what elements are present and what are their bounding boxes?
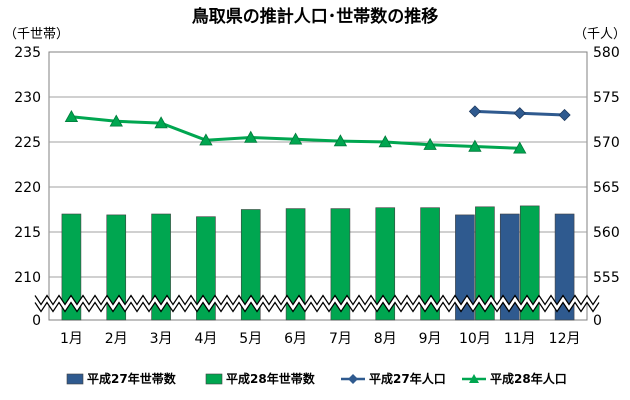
point-平成28年人口	[288, 132, 303, 145]
point-平成28年人口	[423, 137, 437, 150]
right-axis-ticks: 580 575 570 565 560 555 0	[593, 45, 620, 329]
bar-平成28年世帯数	[285, 208, 306, 321]
right-tick-label: 565	[593, 180, 620, 196]
point-平成28年人口	[468, 139, 482, 152]
legend-label: 平成28年世帯数	[226, 371, 316, 386]
legend-label: 平成27年人口	[369, 371, 446, 386]
legend-label: 平成28年人口	[490, 371, 567, 386]
point-平成28年人口	[513, 141, 527, 154]
bar-平成27年世帯数	[554, 213, 575, 321]
axis-break	[34, 294, 600, 313]
bar-平成28年世帯数	[196, 216, 216, 321]
legend-marker	[469, 374, 479, 383]
bar-平成28年世帯数	[475, 206, 495, 321]
x-tick-label: 5月	[239, 331, 262, 347]
bar-平成28年世帯数	[330, 208, 351, 321]
bar-series	[61, 205, 575, 321]
x-tick-label: 9月	[419, 331, 442, 347]
bar-平成28年世帯数	[375, 207, 396, 321]
left-tick-label: 230	[14, 90, 41, 106]
point-平成27年人口	[468, 105, 481, 118]
x-axis-ticks: 1月 2月 3月 4月 5月 6月 7月 8月 9月 10月 11月 12月	[60, 331, 581, 347]
x-tick-label: 7月	[329, 331, 352, 347]
x-tick-label: 11月	[504, 331, 536, 347]
x-tick-label: 8月	[374, 331, 397, 347]
x-tick-label: 1月	[60, 331, 83, 347]
axis-break-line-top	[34, 294, 600, 306]
left-tick-label: 210	[14, 270, 41, 286]
legend-label: 平成27年世帯数	[87, 371, 177, 386]
right-tick-label: 0	[593, 313, 602, 329]
legend-swatch	[66, 373, 84, 385]
right-tick-label: 560	[593, 225, 620, 241]
legend: 平成27年世帯数 平成28年世帯数 平成27年人口 平成28年人口	[66, 371, 567, 386]
point-平成28年人口	[109, 114, 123, 127]
point-平成27年人口	[513, 107, 526, 120]
x-tick-label: 12月	[549, 331, 581, 347]
right-tick-label: 575	[593, 90, 620, 106]
x-tick-label: 3月	[150, 331, 173, 347]
point-平成28年人口	[244, 130, 258, 143]
x-tick-label: 6月	[284, 331, 307, 347]
point-平成28年人口	[64, 109, 79, 122]
x-tick-label: 2月	[105, 331, 128, 347]
legend-marker	[348, 374, 358, 384]
left-axis-unit: （千世帯）	[4, 27, 69, 42]
axis-break-line-bottom	[34, 301, 600, 313]
right-tick-label: 555	[593, 270, 620, 286]
point-平成27年人口	[558, 108, 571, 122]
bar-平成28年世帯数	[519, 205, 540, 321]
point-平成28年人口	[199, 133, 213, 146]
point-平成28年人口	[333, 134, 348, 147]
right-tick-label: 570	[593, 135, 620, 151]
left-tick-label: 220	[14, 180, 41, 196]
bar-平成27年世帯数	[455, 214, 475, 321]
line-series	[64, 105, 571, 154]
left-tick-label: 0	[32, 313, 41, 329]
gridlines	[49, 96, 587, 278]
point-平成28年人口	[154, 116, 168, 129]
right-tick-label: 580	[593, 45, 620, 61]
x-tick-label: 10月	[459, 331, 491, 347]
bar-平成28年世帯数	[420, 207, 440, 321]
right-axis-unit: （千人）	[574, 27, 626, 42]
chart-title: 鳥取県の推計人口･世帯数の推移	[192, 6, 439, 27]
point-平成28年人口	[378, 135, 392, 148]
bar-平成28年世帯数	[151, 213, 171, 321]
x-tick-label: 4月	[194, 331, 217, 347]
bar-平成27年世帯数	[499, 213, 520, 321]
legend-swatch	[205, 373, 223, 385]
left-axis-ticks: 235 230 225 220 215 210 0	[14, 45, 41, 329]
left-tick-label: 235	[14, 45, 41, 61]
bar-平成28年世帯数	[240, 209, 261, 321]
bar-平成28年世帯数	[106, 214, 127, 321]
left-tick-label: 215	[14, 225, 41, 241]
bar-平成28年世帯数	[61, 213, 82, 321]
left-tick-label: 225	[14, 135, 41, 151]
